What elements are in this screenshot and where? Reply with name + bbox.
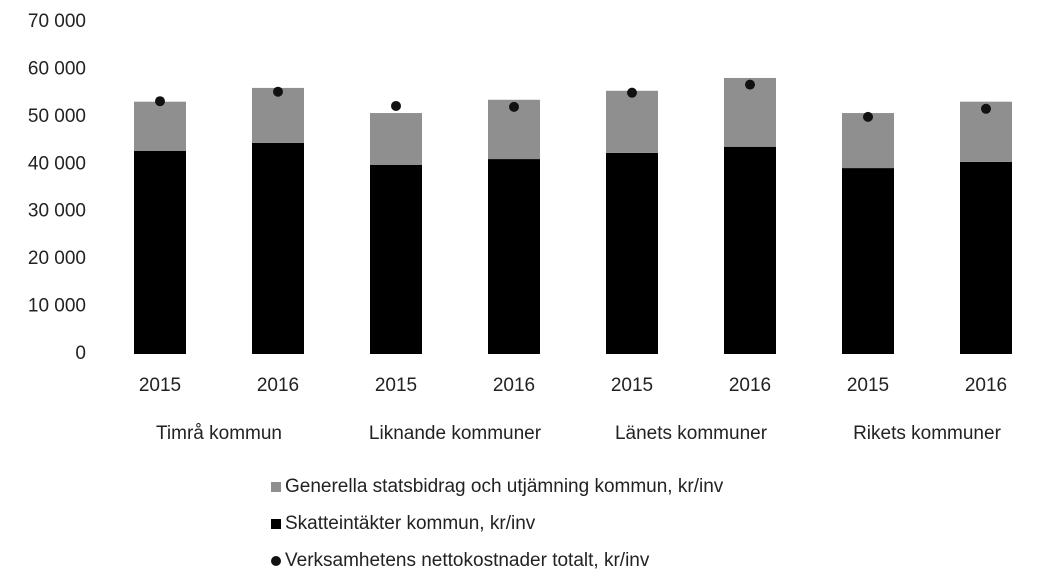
x-tick-label: 2016 — [493, 375, 535, 396]
point — [863, 111, 873, 122]
y-tick-label: 70 000 — [28, 11, 86, 32]
point — [981, 103, 991, 114]
legend-marker — [271, 519, 281, 529]
x-tick-label: 2015 — [139, 375, 181, 396]
bar-segment — [370, 164, 422, 354]
x-tick-label: 2015 — [375, 375, 417, 396]
bar-segment — [842, 113, 894, 169]
bar-segment — [842, 168, 894, 354]
group-label: Rikets kommuner — [853, 423, 1001, 444]
y-tick-label: 20 000 — [28, 248, 86, 269]
point — [391, 100, 401, 111]
x-tick-label: 2016 — [729, 375, 771, 396]
bar-segment — [134, 151, 186, 354]
y-tick-label: 30 000 — [28, 201, 86, 222]
bar-segment — [134, 101, 186, 152]
x-tick-label: 2016 — [257, 375, 299, 396]
bar-segment — [606, 152, 658, 354]
bar-segment — [960, 161, 1012, 354]
point — [155, 96, 165, 107]
point — [273, 86, 283, 97]
legend-label: Generella statsbidrag och utjämning komm… — [285, 476, 724, 497]
group-label: Liknande kommuner — [369, 423, 542, 444]
y-tick-label: 0 — [75, 343, 86, 364]
group-label: Länets kommuner — [615, 423, 768, 444]
y-tick-label: 60 000 — [28, 58, 86, 79]
group-label: Timrå kommun — [156, 423, 282, 444]
x-tick-label: 2016 — [965, 375, 1007, 396]
bar-segment — [488, 159, 540, 354]
legend-label: Verksamhetens nettokostnader totalt, kr/… — [285, 550, 650, 571]
point — [745, 79, 755, 90]
legend-marker — [271, 482, 281, 492]
bar-segment — [252, 142, 304, 354]
point — [509, 101, 519, 112]
x-tick-label: 2015 — [611, 375, 653, 396]
point — [627, 87, 637, 98]
bar-segment — [252, 87, 304, 143]
bar-segment — [724, 146, 776, 354]
bar-segment — [370, 113, 422, 165]
y-tick-label: 50 000 — [28, 106, 86, 127]
y-tick-label: 40 000 — [28, 153, 86, 174]
bar-segment — [606, 90, 658, 153]
legend-marker — [271, 556, 281, 566]
x-tick-label: 2015 — [847, 375, 889, 396]
y-tick-label: 10 000 — [28, 296, 86, 317]
legend-label: Skatteintäkter kommun, kr/inv — [285, 513, 536, 534]
